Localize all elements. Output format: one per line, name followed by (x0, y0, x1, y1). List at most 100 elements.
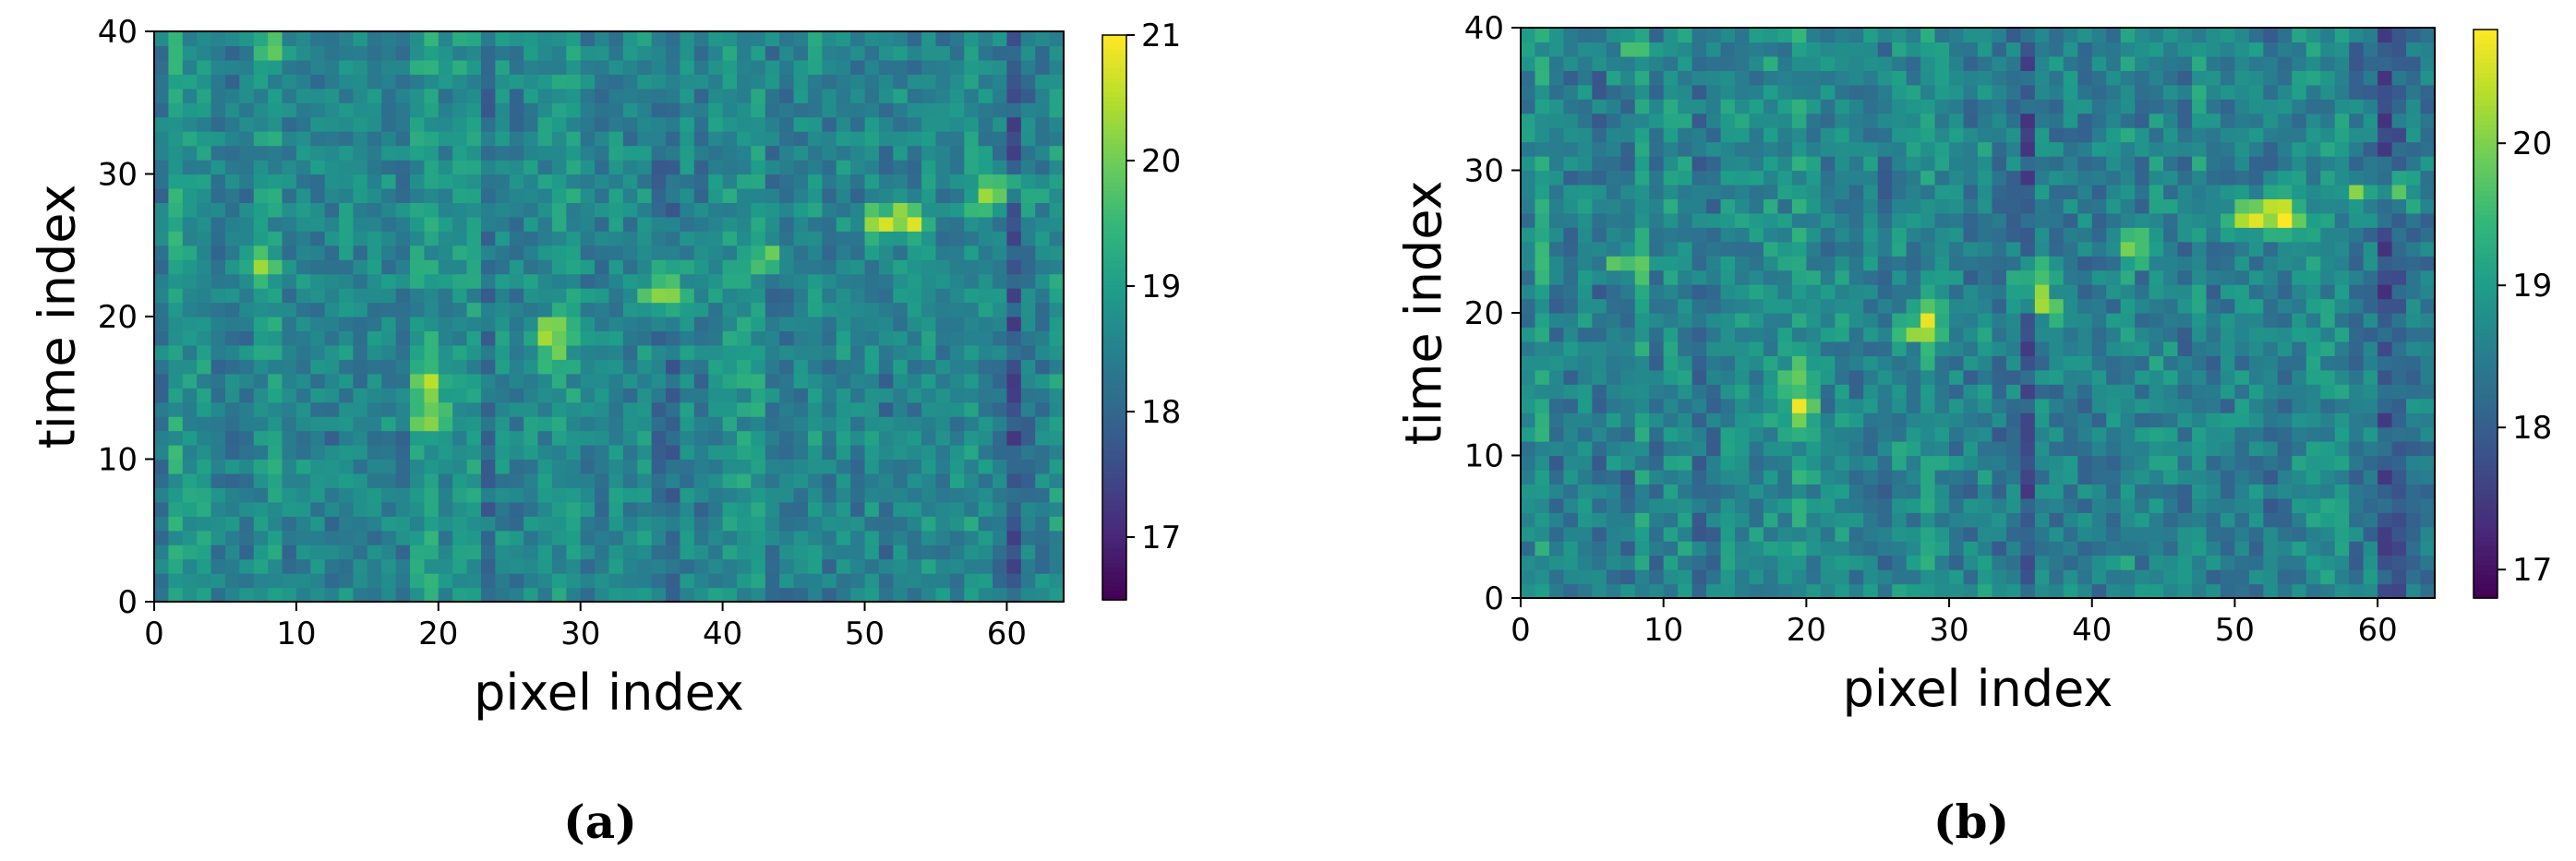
heatmap-cell (524, 573, 539, 589)
heatmap-cell (395, 160, 411, 175)
heatmap-cell (2420, 156, 2436, 172)
heatmap-cell (1620, 497, 1636, 513)
heatmap-cell (779, 59, 795, 75)
heatmap-cell (295, 216, 311, 232)
heatmap-cell (2020, 497, 2036, 513)
heatmap-cell (1777, 555, 1793, 570)
heatmap-cell (537, 273, 553, 289)
heatmap-cell (1806, 284, 1822, 300)
heatmap-cell (211, 487, 226, 503)
heatmap-cell (1963, 184, 1979, 199)
heatmap-cell (878, 273, 894, 289)
heatmap-cell (964, 416, 980, 432)
heatmap-cell (524, 430, 539, 446)
heatmap-cell (1577, 241, 1593, 257)
heatmap-cell (1934, 99, 1950, 114)
heatmap-cell (1678, 441, 1693, 457)
heatmap-cell (1835, 398, 1850, 413)
heatmap-cell (2334, 541, 2350, 556)
heatmap-cell (1006, 288, 1022, 304)
heatmap-cell (964, 45, 980, 61)
heatmap-cell (466, 245, 482, 260)
heatmap-cell (822, 430, 837, 446)
heatmap-cell (2149, 327, 2164, 342)
heatmap-cell (424, 160, 439, 175)
heatmap-cell (964, 216, 980, 232)
heatmap-cell (708, 388, 724, 403)
heatmap-cell (666, 487, 681, 503)
heatmap-cell (1934, 583, 1950, 599)
heatmap-cell (2391, 526, 2407, 542)
heatmap-cell (2234, 583, 2250, 599)
heatmap-cell (637, 273, 653, 289)
heatmap-cell (1634, 99, 1650, 114)
heatmap-cell (1992, 369, 2007, 385)
heatmap-cell (935, 430, 951, 446)
heatmap-cell (1920, 426, 1936, 442)
heatmap-cell (850, 59, 866, 75)
heatmap-cell (551, 359, 567, 375)
heatmap-cell (1548, 341, 1565, 356)
heatmap-cell (1749, 269, 1764, 285)
heatmap-cell (737, 74, 752, 90)
heatmap-cell (1620, 198, 1636, 214)
heatmap-cell (1548, 170, 1565, 185)
heatmap-cell (893, 317, 909, 332)
heatmap-cell (2063, 569, 2078, 585)
heatmap-cell (2034, 569, 2050, 585)
heatmap-cell (893, 187, 909, 203)
heatmap-cell (907, 388, 922, 403)
heatmap-cell (651, 344, 667, 360)
heatmap-cell (1777, 484, 1793, 499)
heatmap-cell (1892, 298, 1908, 314)
heatmap-cell (253, 302, 269, 317)
heatmap-cell (864, 487, 880, 503)
heatmap-cell (1521, 413, 1536, 428)
heatmap-cell (2406, 569, 2422, 585)
heatmap-cell (2248, 227, 2264, 243)
heatmap-cell (1592, 198, 1607, 214)
heatmap-cell (1649, 284, 1665, 300)
heatmap-cell (282, 558, 297, 574)
heatmap-cell (907, 445, 922, 460)
heatmap-cell (566, 330, 582, 346)
colorbar-segment (1102, 392, 1126, 399)
heatmap-cell (580, 530, 596, 545)
heatmap-cell (2120, 497, 2136, 513)
heatmap-cell (509, 173, 524, 189)
heatmap-cell (1049, 273, 1065, 289)
heatmap-cell (822, 259, 837, 275)
heatmap-cell (793, 102, 809, 118)
heatmap-cell (864, 430, 880, 446)
heatmap-cell (2034, 127, 2050, 143)
heatmap-cell (168, 401, 184, 417)
heatmap-cell (182, 445, 198, 460)
heatmap-cell (1606, 413, 1621, 428)
heatmap-cell (1848, 212, 1864, 228)
heatmap-cell (864, 116, 880, 132)
heatmap-cell (466, 273, 482, 289)
heatmap-cell (282, 216, 297, 232)
heatmap-cell (537, 31, 553, 47)
heatmap-cell (622, 587, 638, 603)
heatmap-cell (2334, 212, 2350, 228)
heatmap-cell (1978, 269, 1993, 285)
heatmap-cell (154, 459, 169, 474)
heatmap-cell (949, 373, 965, 389)
heatmap-cell (949, 573, 965, 589)
heatmap-cell (1620, 212, 1636, 228)
heatmap-cell (2034, 469, 2050, 484)
heatmap-cell (268, 59, 283, 75)
heatmap-cell (1006, 472, 1022, 488)
heatmap-cell (666, 558, 681, 574)
colorbar-segment (1102, 138, 1126, 145)
heatmap-cell (2063, 184, 2078, 199)
heatmap-cell (2305, 241, 2321, 257)
heatmap-cell (154, 231, 169, 246)
heatmap-cell (2320, 541, 2336, 556)
heatmap-cell (2192, 398, 2208, 413)
colorbar-segment (1102, 496, 1126, 502)
heatmap-cell (637, 344, 653, 360)
heatmap-cell (2277, 212, 2293, 228)
heatmap-cell (1906, 497, 1921, 513)
